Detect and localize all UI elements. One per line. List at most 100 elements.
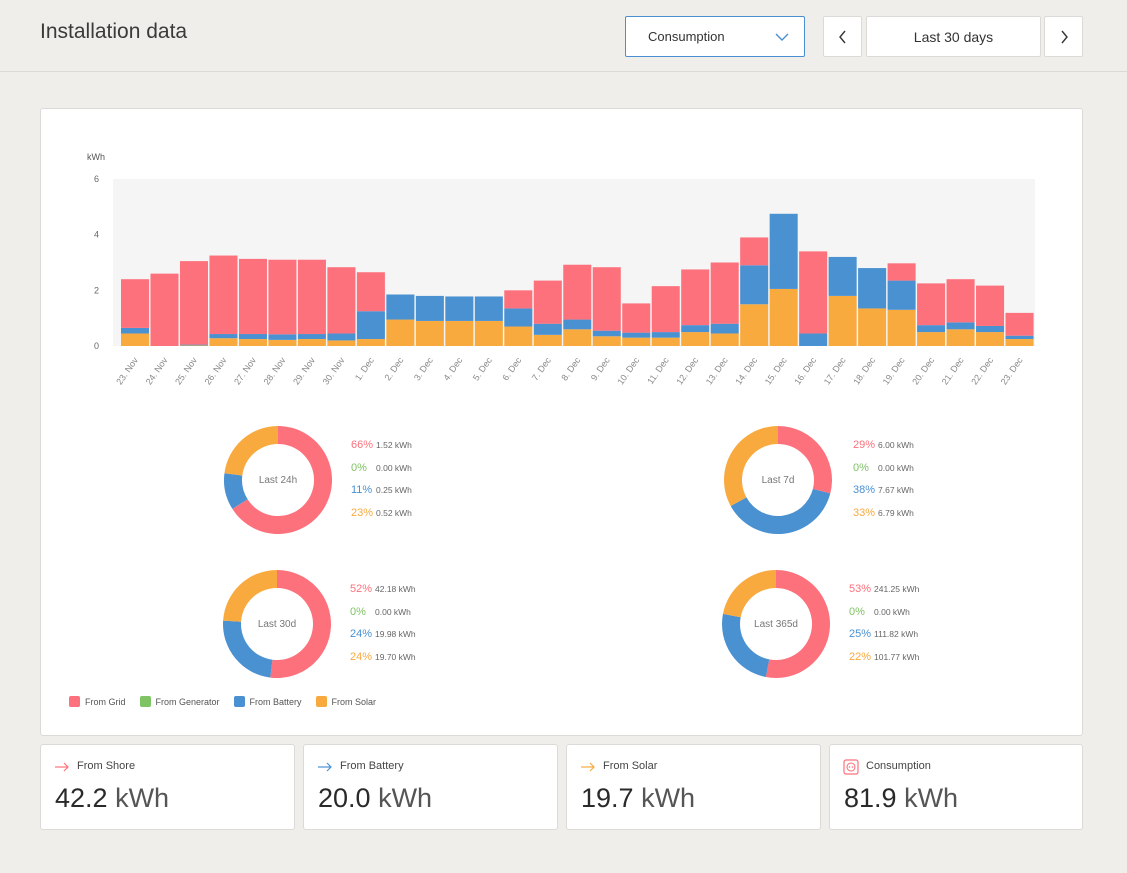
donut-slice[interactable]	[724, 426, 778, 507]
donut-slice[interactable]	[778, 426, 832, 494]
bar-segment[interactable]	[946, 279, 975, 323]
donut-last-30d[interactable]: Last 30d	[222, 569, 332, 684]
bar-segment[interactable]	[799, 251, 828, 334]
donut-slice[interactable]	[270, 570, 331, 678]
bar-segment[interactable]	[651, 332, 680, 338]
bar-segment[interactable]	[474, 296, 503, 321]
donut-slice[interactable]	[224, 473, 248, 509]
bar-segment[interactable]	[651, 286, 680, 333]
bar-segment[interactable]	[563, 319, 592, 330]
bar-segment[interactable]	[356, 339, 385, 346]
legend-item-grid[interactable]: From Grid	[69, 696, 126, 707]
bar-segment[interactable]	[356, 311, 385, 340]
bar-segment[interactable]	[297, 339, 326, 346]
legend-item-generator[interactable]: From Generator	[139, 696, 220, 707]
bar-segment[interactable]	[858, 308, 887, 346]
bar-segment[interactable]	[179, 345, 209, 346]
bar-segment[interactable]	[887, 280, 916, 310]
bar-segment[interactable]	[563, 264, 592, 320]
previous-period-button[interactable]	[823, 16, 862, 57]
bar-segment[interactable]	[592, 330, 621, 337]
bar-segment[interactable]	[504, 326, 533, 346]
donut-slice[interactable]	[232, 426, 332, 534]
bar-segment[interactable]	[976, 285, 1005, 326]
bar-segment[interactable]	[445, 320, 474, 346]
donut-slice[interactable]	[224, 426, 278, 476]
bar-segment[interactable]	[622, 303, 651, 333]
bar-segment[interactable]	[592, 267, 621, 331]
bar-segment[interactable]	[681, 325, 710, 333]
bar-segment[interactable]	[268, 334, 297, 340]
bar-segment[interactable]	[710, 262, 739, 324]
bar-segment[interactable]	[179, 344, 209, 346]
donut-slice[interactable]	[223, 570, 277, 622]
bar-segment[interactable]	[917, 325, 946, 333]
bar-segment[interactable]	[917, 283, 946, 326]
bar-segment[interactable]	[769, 213, 798, 289]
bar-segment[interactable]	[946, 329, 975, 346]
legend-item-battery[interactable]: From Battery	[233, 696, 302, 707]
bar-segment[interactable]	[976, 325, 1005, 333]
donut-slice[interactable]	[730, 488, 831, 534]
bar-segment[interactable]	[563, 329, 592, 346]
bar-segment[interactable]	[681, 269, 710, 326]
bar-segment[interactable]	[386, 294, 415, 320]
bar-segment[interactable]	[504, 308, 533, 327]
bar-segment[interactable]	[327, 267, 356, 334]
bar-segment[interactable]	[917, 332, 946, 346]
bar-segment[interactable]	[681, 332, 710, 346]
bar-segment[interactable]	[327, 340, 356, 346]
bar-segment[interactable]	[445, 296, 474, 321]
bar-segment[interactable]	[386, 319, 415, 346]
bar-segment[interactable]	[828, 256, 857, 296]
bar-segment[interactable]	[533, 323, 562, 335]
donut-slice[interactable]	[722, 570, 776, 618]
bar-segment[interactable]	[238, 339, 267, 346]
bar-segment[interactable]	[238, 258, 267, 335]
legend-item-solar[interactable]: From Solar	[315, 696, 376, 707]
bar-segment[interactable]	[710, 323, 739, 334]
bar-segment[interactable]	[474, 320, 503, 346]
bar-segment[interactable]	[209, 255, 238, 335]
donut-last-365d[interactable]: Last 365d	[721, 569, 831, 684]
consumption-bar-chart[interactable]: kWh 0 2 4 6 23. Nov 24. Nov 25. Nov 26. Nov 27. N…	[41, 109, 1082, 409]
donut-slice[interactable]	[722, 613, 770, 678]
bar-segment[interactable]	[740, 265, 769, 305]
donut-slice[interactable]	[223, 620, 273, 678]
donut-slice[interactable]	[765, 570, 830, 678]
bar-segment[interactable]	[769, 288, 798, 346]
bar-segment[interactable]	[533, 334, 562, 346]
bar-segment[interactable]	[327, 333, 356, 341]
bar-segment[interactable]	[887, 309, 916, 346]
donut-last-7d[interactable]: Last 7d	[723, 425, 833, 540]
bar-segment[interactable]	[946, 322, 975, 330]
bar-segment[interactable]	[622, 332, 651, 338]
bar-segment[interactable]	[150, 273, 179, 346]
bar-segment[interactable]	[297, 259, 326, 335]
bar-segment[interactable]	[1005, 312, 1034, 336]
next-period-button[interactable]	[1044, 16, 1083, 57]
bar-segment[interactable]	[268, 259, 297, 335]
bar-segment[interactable]	[415, 320, 444, 346]
bar-segment[interactable]	[740, 304, 769, 346]
bar-segment[interactable]	[415, 295, 444, 321]
bar-segment[interactable]	[592, 336, 621, 346]
bar-segment[interactable]	[858, 268, 887, 309]
bar-segment[interactable]	[209, 334, 238, 339]
bar-segment[interactable]	[297, 334, 326, 340]
bar-segment[interactable]	[209, 338, 238, 346]
bar-segment[interactable]	[533, 280, 562, 324]
bar-segment[interactable]	[622, 337, 651, 346]
bar-segment[interactable]	[710, 333, 739, 346]
bar-segment[interactable]	[799, 333, 828, 346]
date-range-display[interactable]: Last 30 days	[866, 16, 1041, 57]
bar-segment[interactable]	[828, 295, 857, 346]
bar-segment[interactable]	[121, 333, 150, 346]
bar-segment[interactable]	[504, 290, 533, 309]
bar-segment[interactable]	[651, 337, 680, 346]
bar-segment[interactable]	[121, 279, 150, 328]
bar-segment[interactable]	[238, 334, 267, 340]
bar-segment[interactable]	[268, 339, 297, 346]
bar-segment[interactable]	[740, 237, 769, 266]
bar-segment[interactable]	[976, 332, 1005, 346]
